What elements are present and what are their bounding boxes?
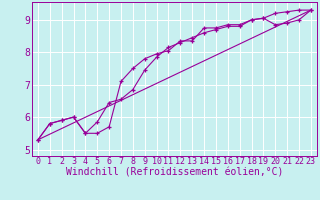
X-axis label: Windchill (Refroidissement éolien,°C): Windchill (Refroidissement éolien,°C)	[66, 168, 283, 178]
